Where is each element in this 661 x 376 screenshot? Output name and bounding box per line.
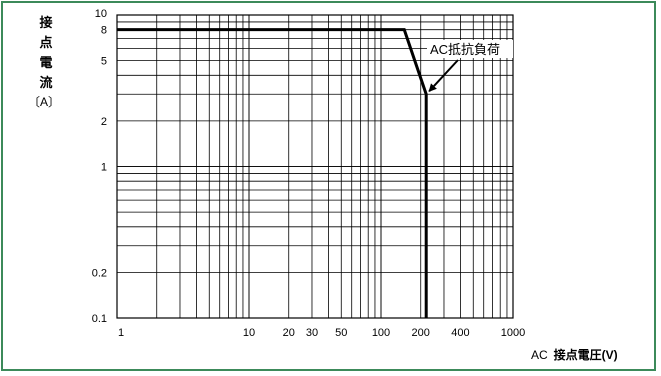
x-axis-label-text: 接点電圧(V) <box>553 348 618 362</box>
x-axis-label: AC 接点電圧(V) <box>531 346 618 363</box>
y-axis-label-char: 接 <box>39 15 53 30</box>
y-tick-label: 0.2 <box>92 267 107 279</box>
x-tick-label: 400 <box>451 327 469 339</box>
y-tick-label: 10 <box>95 8 107 20</box>
annotation-arrow <box>428 59 459 92</box>
x-tick-label: 100 <box>372 327 390 339</box>
x-tick-label: 1000 <box>501 327 525 339</box>
y-axis-unit: 〔A〕 <box>28 95 61 109</box>
x-tick-label: 1 <box>118 327 124 339</box>
series-line <box>117 28 428 318</box>
x-tick-label: 50 <box>335 327 347 339</box>
annotation-label-bg <box>427 40 513 58</box>
y-axis-label-char: 流 <box>39 75 53 90</box>
y-axis-label-char: 電 <box>39 55 53 70</box>
x-tick-label: 200 <box>412 327 430 339</box>
y-tick-label: 1 <box>101 162 107 174</box>
x-tick-label: 10 <box>243 327 255 339</box>
plot-border <box>116 14 514 319</box>
annotation-label: AC抵抗負荷 <box>430 42 500 57</box>
x-tick-label: 30 <box>306 327 318 339</box>
x-tick-label: 20 <box>283 327 295 339</box>
y-tick-label: 8 <box>101 25 107 37</box>
y-tick-label: 5 <box>101 56 107 68</box>
y-tick-label: 2 <box>101 116 107 128</box>
y-axis-label-char: 点 <box>39 35 53 50</box>
y-tick-label: 0.1 <box>92 313 107 325</box>
x-axis-label-prefix: AC <box>531 348 548 362</box>
